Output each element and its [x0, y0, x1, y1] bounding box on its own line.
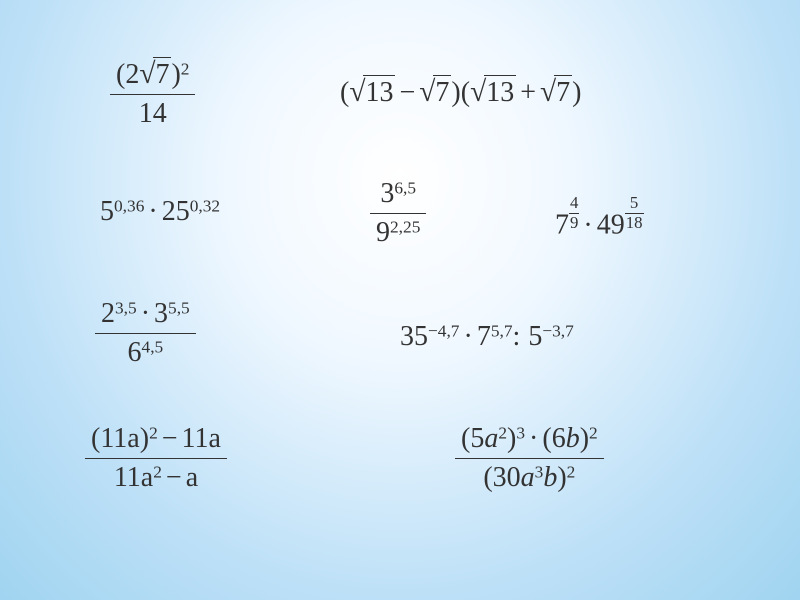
e9-da: a	[521, 462, 535, 493]
e5-fn1: 4	[569, 195, 579, 214]
e8-var1: a	[127, 423, 139, 454]
e3-p2: 0,32	[190, 196, 220, 215]
e9-op2: 2	[589, 423, 598, 442]
e9-op1: 3	[516, 423, 525, 442]
e9-6: 6	[552, 423, 566, 454]
expr-7: 35−4,7·75,7:5−3,7	[400, 320, 574, 354]
e8-var2: a	[209, 423, 221, 454]
e9-30: 30	[493, 462, 521, 493]
e9-dop: 2	[567, 462, 576, 481]
expr-3: 50,36·250,32	[100, 195, 220, 229]
e8-dvar1: a	[141, 462, 153, 493]
e9-a: a	[484, 423, 498, 454]
e6-np1: 3,5	[115, 298, 137, 317]
e5-fn2: 5	[625, 195, 644, 214]
e5-b2: 49	[597, 210, 625, 241]
e7-b2: 7	[477, 321, 491, 352]
e7-p2: 5,7	[491, 321, 513, 340]
e8-11a: 11	[100, 423, 127, 454]
expr-5: 749·49518	[555, 195, 644, 242]
expr-6: 23,5·35,5 64,5	[95, 295, 196, 371]
e4-db: 9	[376, 217, 390, 248]
e6-dp: 4,5	[142, 337, 164, 356]
e6-np2: 5,5	[168, 298, 190, 317]
e6-db: 6	[128, 337, 142, 368]
e7-p1: −4,7	[428, 321, 460, 340]
e4-dp: 2,25	[390, 217, 420, 236]
e8-d11: 11	[114, 462, 141, 493]
e8-11b: 11	[182, 423, 209, 454]
e7-p3: −3,7	[542, 321, 574, 340]
e7-b1: 35	[400, 321, 428, 352]
expr-2: (13−7)(13+7)	[340, 75, 581, 110]
e1-den: 14	[110, 95, 195, 133]
e2-r4: 7	[554, 75, 572, 110]
e1-outer-exp: 2	[181, 59, 190, 78]
e9-db: b	[543, 462, 557, 493]
e6-nb1: 2	[101, 298, 115, 329]
e1-coef: 2	[125, 59, 139, 90]
e5-fd2: 18	[625, 214, 644, 232]
e2-r1: 13	[363, 75, 395, 110]
e7-b3: 5	[528, 321, 542, 352]
e2-r3: 13	[484, 75, 516, 110]
e8-p1: 2	[149, 423, 158, 442]
expr-8: (11a)2−11a 11a2−a	[85, 420, 227, 496]
e9-b: b	[566, 423, 580, 454]
e3-b2: 25	[162, 196, 190, 227]
e6-nb2: 3	[154, 298, 168, 329]
expr-9: (5a2)3·(6b)2 (30a3b)2	[455, 420, 604, 496]
e2-r2: 7	[433, 75, 451, 110]
e9-5: 5	[470, 423, 484, 454]
e5-fd1: 9	[569, 214, 579, 232]
expr-1: (27)2 14	[110, 55, 195, 133]
expr-4: 36,5 92,25	[370, 175, 426, 251]
e9-ap: 2	[498, 423, 507, 442]
e3-b1: 5	[100, 196, 114, 227]
e4-np: 6,5	[394, 178, 416, 197]
e8-dp: 2	[153, 462, 162, 481]
e5-b1: 7	[555, 210, 569, 241]
e8-dvar2: a	[186, 462, 198, 493]
e3-p1: 0,36	[114, 196, 144, 215]
e4-nb: 3	[380, 178, 394, 209]
e1-rad: 7	[153, 57, 171, 92]
